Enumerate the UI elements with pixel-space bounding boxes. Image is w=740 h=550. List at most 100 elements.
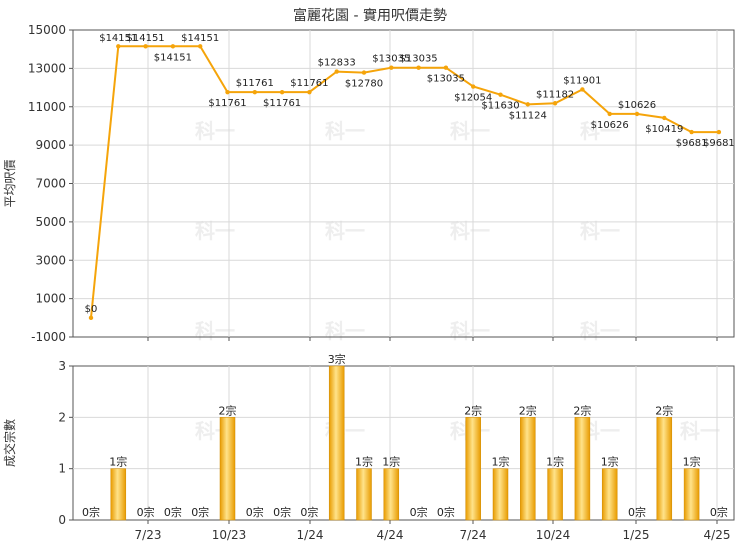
transaction-count-label: 0宗 — [300, 505, 318, 519]
price-point — [307, 89, 312, 95]
price-data-label: $12054 — [454, 93, 492, 104]
transaction-count-label: 2宗 — [655, 403, 673, 417]
price-data-label: $14151 — [181, 33, 219, 44]
transaction-bar — [547, 468, 563, 521]
price-point — [443, 65, 449, 70]
price-data-label: $14151 — [99, 33, 137, 44]
bar-chart-panel: 0 1 2 3 7/23 10/23 1/24 4/24 7/24 10/24 1/25 4/25 成交… — [2, 352, 735, 542]
transaction-bar — [465, 417, 481, 521]
transaction-bar — [356, 468, 372, 521]
transaction-count-label: 2宗 — [573, 403, 591, 417]
x-tick-label: 1/25 — [623, 528, 650, 542]
watermark-text: 科一 — [325, 119, 365, 143]
watermark-text: 科一 — [325, 319, 365, 343]
y-tick-label: 15000 — [28, 23, 66, 37]
price-data-label: $10626 — [618, 100, 656, 111]
price-point — [361, 70, 367, 75]
transaction-bar — [683, 468, 700, 521]
transaction-bar — [520, 417, 536, 521]
y-tick-label: 3000 — [35, 253, 66, 267]
price-point — [143, 44, 148, 49]
transaction-bar — [328, 365, 345, 521]
transaction-bar — [383, 468, 400, 521]
transaction-count-label: 1宗 — [601, 455, 619, 469]
price-point — [634, 111, 640, 117]
watermark-text: 科一 — [325, 219, 365, 243]
transaction-bar — [219, 417, 236, 521]
transaction-count-label: 0宗 — [710, 505, 728, 519]
price-data-label: $0 — [85, 304, 98, 315]
transaction-bar — [492, 468, 509, 521]
price-data-label: $11761 — [208, 98, 246, 109]
y-tick-label: 2 — [58, 410, 66, 424]
y-tick-label: -1000 — [31, 330, 66, 344]
price-data-label: $11124 — [509, 110, 547, 121]
price-point — [716, 129, 722, 135]
price-data-label: $12780 — [345, 79, 383, 90]
price-data-label: $9681 — [676, 138, 708, 149]
price-point — [170, 44, 176, 49]
transaction-count-label: 0宗 — [410, 505, 428, 519]
price-data-label: $11761 — [236, 78, 274, 89]
y-tick-label: 7000 — [35, 177, 66, 191]
price-data-label: $10419 — [645, 124, 683, 135]
watermark-layer: 科一科一科一科一科一科一科一科一科一科一科一科一科一科一科一科一科一 — [195, 119, 720, 443]
price-data-label: $10626 — [591, 120, 629, 131]
transaction-count-label: 1宗 — [109, 455, 127, 469]
price-point — [498, 92, 503, 97]
transaction-count-label: 1宗 — [382, 455, 400, 469]
watermark-text: 科一 — [580, 119, 620, 143]
line-chart-panel: -1000 1000 3000 5000 7000 9000 11000 13000 15000… — [3, 23, 735, 344]
transaction-count-label: 0宗 — [273, 505, 291, 519]
price-point — [552, 101, 558, 106]
transaction-count-label: 0宗 — [437, 505, 455, 519]
transaction-count-label: 0宗 — [246, 505, 264, 519]
transaction-count-label: 1宗 — [355, 455, 373, 469]
transaction-count-label: 0宗 — [164, 505, 182, 519]
price-data-label: $11630 — [481, 101, 519, 112]
x-tick-label: 4/24 — [377, 528, 404, 542]
watermark-text: 科一 — [450, 119, 490, 143]
price-data-label: $12833 — [318, 58, 356, 69]
price-data-label: $13035 — [400, 54, 438, 65]
x-tick-label: 7/24 — [460, 528, 487, 542]
x-tick-label: 1/24 — [297, 528, 324, 542]
y-tick-label: 13000 — [28, 61, 66, 75]
transaction-count-label: 1宗 — [492, 455, 510, 469]
y-tick-label: 9000 — [35, 138, 66, 152]
price-data-label: $13035 — [372, 54, 410, 65]
price-data-label: $11901 — [563, 75, 601, 86]
price-series-line — [90, 45, 719, 318]
price-point — [389, 65, 394, 70]
chart-title: 富麗花園 - 實用呎價走勢 — [293, 7, 447, 24]
price-point — [88, 315, 94, 321]
price-point — [279, 89, 285, 95]
watermark-text: 科一 — [680, 419, 720, 443]
price-data-label: $11182 — [536, 89, 574, 100]
transaction-count-label: 0宗 — [191, 505, 209, 519]
price-data-label: $9681 — [703, 138, 735, 149]
transaction-count-label: 3宗 — [328, 352, 346, 366]
watermark-text: 科一 — [195, 319, 235, 343]
transaction-bar — [110, 468, 127, 521]
x-tick-label: 10/24 — [536, 528, 571, 542]
price-point — [225, 89, 230, 95]
watermark-text: 科一 — [450, 319, 490, 343]
price-point — [580, 87, 585, 92]
price-data-label: $13035 — [427, 74, 465, 85]
y-tick-label: 5000 — [35, 215, 66, 229]
y-tick-label: 11000 — [28, 100, 66, 114]
x-tick-label: 10/23 — [212, 528, 247, 542]
price-point — [416, 65, 421, 70]
bar-plot-frame — [72, 365, 735, 521]
transaction-count-label: 0宗 — [628, 505, 646, 519]
watermark-text: 科一 — [580, 219, 620, 243]
price-data-label: $11761 — [263, 98, 301, 109]
price-point — [662, 115, 667, 121]
price-point — [334, 69, 339, 74]
transaction-count-label: 0宗 — [137, 505, 155, 519]
transaction-count-label: 2宗 — [519, 403, 537, 417]
x-tick-label: 4/25 — [704, 528, 731, 542]
price-data-label: $11761 — [290, 78, 328, 89]
